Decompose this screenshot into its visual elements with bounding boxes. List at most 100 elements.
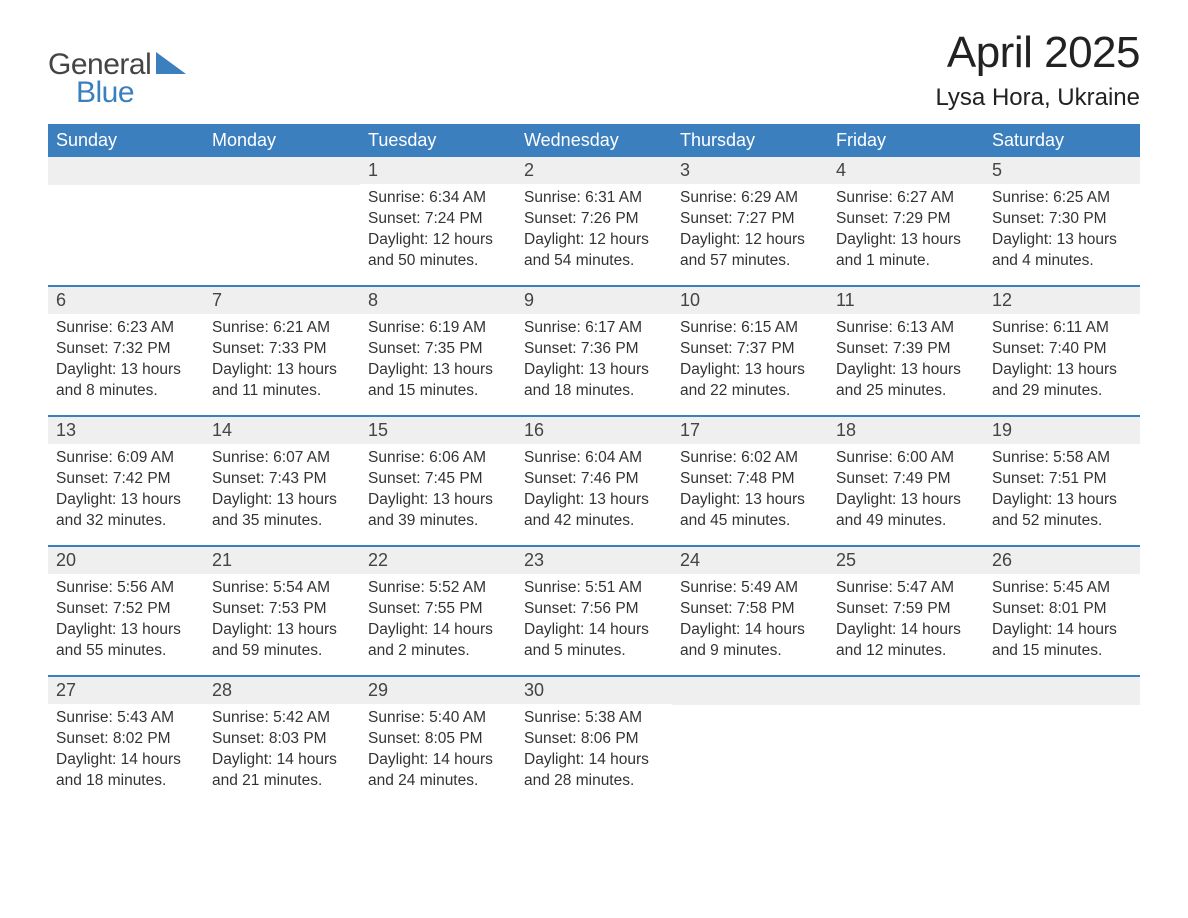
day-info: Sunrise: 5:54 AMSunset: 7:53 PMDaylight:…: [204, 574, 360, 662]
daylight-line: Daylight: 13 hours and 32 minutes.: [56, 490, 196, 532]
sunrise-line: Sunrise: 6:00 AM: [836, 448, 976, 469]
sunset-line: Sunset: 7:58 PM: [680, 599, 820, 620]
sunrise-line: Sunrise: 5:58 AM: [992, 448, 1132, 469]
daylight-line: Daylight: 14 hours and 18 minutes.: [56, 750, 196, 792]
day-info: Sunrise: 6:15 AMSunset: 7:37 PMDaylight:…: [672, 314, 828, 402]
calendar-cell: 14Sunrise: 6:07 AMSunset: 7:43 PMDayligh…: [204, 417, 360, 545]
sunset-line: Sunset: 7:37 PM: [680, 339, 820, 360]
sunrise-line: Sunrise: 6:02 AM: [680, 448, 820, 469]
calendar-cell: [48, 157, 204, 285]
calendar-cell: 12Sunrise: 6:11 AMSunset: 7:40 PMDayligh…: [984, 287, 1140, 415]
day-number: 4: [828, 157, 984, 184]
day-info: Sunrise: 6:13 AMSunset: 7:39 PMDaylight:…: [828, 314, 984, 402]
calendar-cell: 20Sunrise: 5:56 AMSunset: 7:52 PMDayligh…: [48, 547, 204, 675]
daylight-line: Daylight: 13 hours and 1 minute.: [836, 230, 976, 272]
daylight-line: Daylight: 13 hours and 39 minutes.: [368, 490, 508, 532]
calendar-cell: 28Sunrise: 5:42 AMSunset: 8:03 PMDayligh…: [204, 677, 360, 805]
location-text: Lysa Hora, Ukraine: [935, 84, 1140, 112]
sunrise-line: Sunrise: 6:23 AM: [56, 318, 196, 339]
sunrise-line: Sunrise: 6:06 AM: [368, 448, 508, 469]
sunset-line: Sunset: 7:45 PM: [368, 469, 508, 490]
day-header: Friday: [828, 124, 984, 157]
week-row: 1Sunrise: 6:34 AMSunset: 7:24 PMDaylight…: [48, 157, 1140, 285]
sunrise-line: Sunrise: 5:47 AM: [836, 578, 976, 599]
day-info: Sunrise: 6:19 AMSunset: 7:35 PMDaylight:…: [360, 314, 516, 402]
day-number: 5: [984, 157, 1140, 184]
sunset-line: Sunset: 7:53 PM: [212, 599, 352, 620]
day-info: Sunrise: 5:58 AMSunset: 7:51 PMDaylight:…: [984, 444, 1140, 532]
day-info: Sunrise: 5:51 AMSunset: 7:56 PMDaylight:…: [516, 574, 672, 662]
sunset-line: Sunset: 7:48 PM: [680, 469, 820, 490]
day-info: Sunrise: 6:06 AMSunset: 7:45 PMDaylight:…: [360, 444, 516, 532]
day-number: [204, 157, 360, 185]
month-title: April 2025: [935, 28, 1140, 78]
calendar-cell: [828, 677, 984, 805]
week-row: 13Sunrise: 6:09 AMSunset: 7:42 PMDayligh…: [48, 415, 1140, 545]
day-info: Sunrise: 6:04 AMSunset: 7:46 PMDaylight:…: [516, 444, 672, 532]
calendar-cell: 26Sunrise: 5:45 AMSunset: 8:01 PMDayligh…: [984, 547, 1140, 675]
calendar-cell: 29Sunrise: 5:40 AMSunset: 8:05 PMDayligh…: [360, 677, 516, 805]
daylight-line: Daylight: 14 hours and 2 minutes.: [368, 620, 508, 662]
sunrise-line: Sunrise: 6:07 AM: [212, 448, 352, 469]
weeks-container: 1Sunrise: 6:34 AMSunset: 7:24 PMDaylight…: [48, 157, 1140, 805]
calendar-cell: 6Sunrise: 6:23 AMSunset: 7:32 PMDaylight…: [48, 287, 204, 415]
day-info: Sunrise: 5:43 AMSunset: 8:02 PMDaylight:…: [48, 704, 204, 792]
calendar-cell: 1Sunrise: 6:34 AMSunset: 7:24 PMDaylight…: [360, 157, 516, 285]
day-info: Sunrise: 6:27 AMSunset: 7:29 PMDaylight:…: [828, 184, 984, 272]
sunrise-line: Sunrise: 6:25 AM: [992, 188, 1132, 209]
sunset-line: Sunset: 7:49 PM: [836, 469, 976, 490]
sunrise-line: Sunrise: 6:15 AM: [680, 318, 820, 339]
daylight-line: Daylight: 14 hours and 9 minutes.: [680, 620, 820, 662]
day-number: [48, 157, 204, 185]
day-info: Sunrise: 6:31 AMSunset: 7:26 PMDaylight:…: [516, 184, 672, 272]
sunrise-line: Sunrise: 6:04 AM: [524, 448, 664, 469]
calendar-cell: 9Sunrise: 6:17 AMSunset: 7:36 PMDaylight…: [516, 287, 672, 415]
sunset-line: Sunset: 8:06 PM: [524, 729, 664, 750]
day-info: Sunrise: 5:45 AMSunset: 8:01 PMDaylight:…: [984, 574, 1140, 662]
day-info: Sunrise: 5:47 AMSunset: 7:59 PMDaylight:…: [828, 574, 984, 662]
calendar-cell: 27Sunrise: 5:43 AMSunset: 8:02 PMDayligh…: [48, 677, 204, 805]
daylight-line: Daylight: 13 hours and 35 minutes.: [212, 490, 352, 532]
daylight-line: Daylight: 14 hours and 12 minutes.: [836, 620, 976, 662]
day-info: Sunrise: 5:40 AMSunset: 8:05 PMDaylight:…: [360, 704, 516, 792]
daylight-line: Daylight: 13 hours and 55 minutes.: [56, 620, 196, 662]
day-number: [984, 677, 1140, 705]
daylight-line: Daylight: 13 hours and 45 minutes.: [680, 490, 820, 532]
sunset-line: Sunset: 7:56 PM: [524, 599, 664, 620]
daylight-line: Daylight: 13 hours and 52 minutes.: [992, 490, 1132, 532]
calendar-cell: 3Sunrise: 6:29 AMSunset: 7:27 PMDaylight…: [672, 157, 828, 285]
day-info: Sunrise: 6:11 AMSunset: 7:40 PMDaylight:…: [984, 314, 1140, 402]
sunrise-line: Sunrise: 5:43 AM: [56, 708, 196, 729]
daylight-line: Daylight: 14 hours and 21 minutes.: [212, 750, 352, 792]
sunrise-line: Sunrise: 6:13 AM: [836, 318, 976, 339]
sunrise-line: Sunrise: 5:42 AM: [212, 708, 352, 729]
daylight-line: Daylight: 13 hours and 22 minutes.: [680, 360, 820, 402]
calendar-cell: 8Sunrise: 6:19 AMSunset: 7:35 PMDaylight…: [360, 287, 516, 415]
day-number: 8: [360, 287, 516, 314]
day-number: 17: [672, 417, 828, 444]
day-header: Saturday: [984, 124, 1140, 157]
day-number: 13: [48, 417, 204, 444]
day-number: 24: [672, 547, 828, 574]
day-number: 22: [360, 547, 516, 574]
day-info: Sunrise: 5:38 AMSunset: 8:06 PMDaylight:…: [516, 704, 672, 792]
day-info: Sunrise: 6:07 AMSunset: 7:43 PMDaylight:…: [204, 444, 360, 532]
sunset-line: Sunset: 7:24 PM: [368, 209, 508, 230]
day-number: 21: [204, 547, 360, 574]
sunset-line: Sunset: 8:02 PM: [56, 729, 196, 750]
day-info: Sunrise: 6:02 AMSunset: 7:48 PMDaylight:…: [672, 444, 828, 532]
sunrise-line: Sunrise: 6:09 AM: [56, 448, 196, 469]
calendar-cell: 2Sunrise: 6:31 AMSunset: 7:26 PMDaylight…: [516, 157, 672, 285]
calendar-cell: 22Sunrise: 5:52 AMSunset: 7:55 PMDayligh…: [360, 547, 516, 675]
day-info: Sunrise: 6:25 AMSunset: 7:30 PMDaylight:…: [984, 184, 1140, 272]
daylight-line: Daylight: 14 hours and 5 minutes.: [524, 620, 664, 662]
day-number: 12: [984, 287, 1140, 314]
calendar-cell: 24Sunrise: 5:49 AMSunset: 7:58 PMDayligh…: [672, 547, 828, 675]
day-number: 18: [828, 417, 984, 444]
calendar-cell: [984, 677, 1140, 805]
calendar: SundayMondayTuesdayWednesdayThursdayFrid…: [48, 124, 1140, 805]
day-number: 25: [828, 547, 984, 574]
week-row: 6Sunrise: 6:23 AMSunset: 7:32 PMDaylight…: [48, 285, 1140, 415]
sunset-line: Sunset: 8:05 PM: [368, 729, 508, 750]
logo: General Blue: [48, 48, 186, 110]
